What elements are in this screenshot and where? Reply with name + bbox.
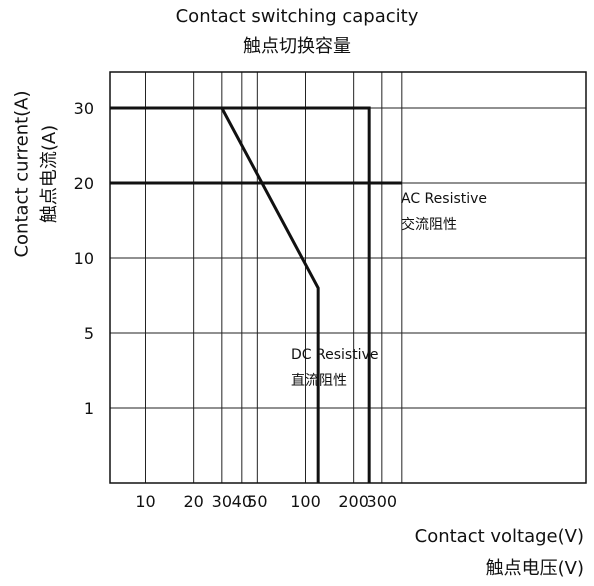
x-tick-label: 200 xyxy=(338,492,369,511)
x-tick-label: 30 xyxy=(212,492,232,511)
dc-resistive-label: DC Resistive xyxy=(291,347,378,363)
y-tick-label: 30 xyxy=(74,99,94,118)
ac-resistive-label: AC Resistive xyxy=(401,191,487,207)
y-tick-label: 5 xyxy=(84,324,94,343)
x-tick-label: 50 xyxy=(247,492,267,511)
ac-resistive-label-cn: 交流阻性 xyxy=(401,216,457,233)
chart-subtitle: 触点切换容量 xyxy=(243,36,351,57)
y-tick-label: 1 xyxy=(84,399,94,418)
series-line-dc-resistive xyxy=(110,106,320,483)
x-axis-label-cn: 触点电压(V) xyxy=(485,558,584,579)
x-tick-label: 300 xyxy=(367,492,398,511)
x-tick-label: 20 xyxy=(183,492,203,511)
x-tick-label: 10 xyxy=(135,492,155,511)
y-tick-label: 10 xyxy=(74,249,94,268)
plot-frame xyxy=(109,71,587,484)
chart-title: Contact switching capacity xyxy=(175,6,419,27)
dc-resistive-label-cn: 直流阻性 xyxy=(291,372,347,389)
x-tick-label: 40 xyxy=(232,492,252,511)
y-tick-label: 20 xyxy=(74,174,94,193)
series-line-ac-resistive xyxy=(110,106,371,483)
x-tick-label: 100 xyxy=(290,492,321,511)
x-axis-label: Contact voltage(V) xyxy=(414,526,584,547)
